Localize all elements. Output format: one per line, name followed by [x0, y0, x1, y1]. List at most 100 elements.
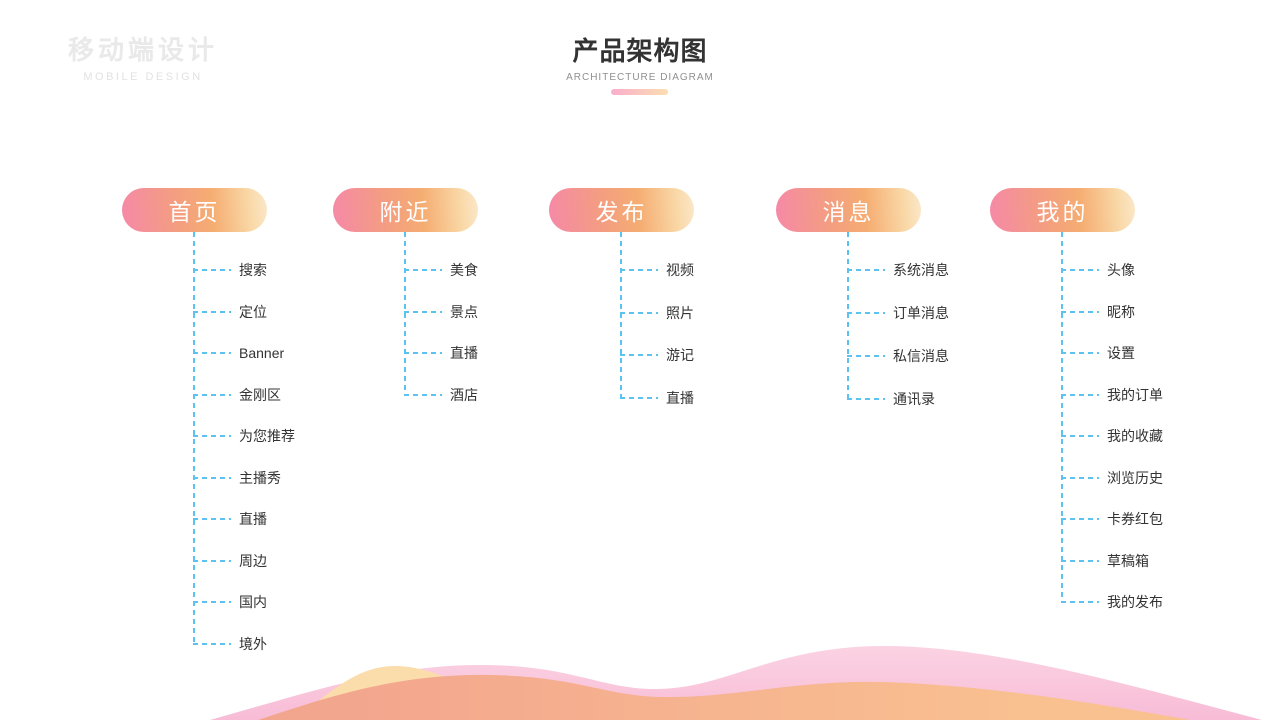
- tree-item-label: 浏览历史: [1107, 469, 1163, 486]
- wave-pink: [210, 645, 1262, 720]
- tree-connector-branch: [1061, 269, 1099, 271]
- tree-connector-branch: [1061, 310, 1099, 313]
- tree-item: 境外: [193, 634, 267, 654]
- tree-connector-branch: [193, 601, 231, 603]
- category-pill-label: 发布: [595, 199, 648, 225]
- category-column-1: 首页搜索定位 Banner 金刚区为您推荐主播秀直播周边国内境外: [122, 188, 352, 652]
- category-pill: 我的: [990, 188, 1135, 232]
- tree-item: Banner: [193, 345, 284, 361]
- tree-item-label: 境外: [239, 635, 267, 652]
- tree-item: 卡券红包: [1061, 509, 1163, 529]
- category-column-5: 我的 头像 昵称 设置 我的订单 我的收藏 浏览历史 卡券红包 草稿箱 我的发布: [990, 188, 1220, 610]
- tree-item: 私信消息: [847, 346, 949, 366]
- tree-connector-branch: [404, 393, 442, 396]
- tree-item: 昵称: [1061, 302, 1135, 322]
- tree-connector-branch: [193, 269, 231, 271]
- tree-item: 草稿箱: [1061, 551, 1149, 571]
- tree-connector-vertical: [847, 232, 849, 400]
- tree-connector-branch: [404, 352, 442, 354]
- tree-connector-branch: [193, 518, 231, 520]
- tree-item-label: 卡券红包: [1107, 511, 1163, 527]
- tree-item: 国内: [193, 592, 267, 612]
- tree-item: 搜索: [193, 260, 267, 280]
- tree-connector-branch: [1061, 352, 1099, 354]
- tree-item: 我的收藏: [1061, 426, 1163, 446]
- tree-item-label: 我的发布: [1107, 594, 1163, 610]
- tree-item-label: 为您推荐: [239, 428, 295, 444]
- tree-item-label: 游记: [666, 347, 694, 364]
- tree-item-label: 金刚区: [239, 386, 281, 403]
- tree-connector-branch: [847, 269, 885, 271]
- tree-connector-vertical: [1061, 232, 1063, 603]
- tree-item-label: 美食: [450, 262, 478, 278]
- tree-item-label: 我的订单: [1107, 386, 1163, 403]
- tree-item: 订单消息: [847, 303, 949, 323]
- tree-item-label: 订单消息: [893, 305, 949, 321]
- category-pill-label: 首页: [168, 199, 221, 225]
- tree-connector-branch: [1061, 559, 1099, 562]
- tree-item-label: 直播: [239, 511, 267, 527]
- tree-item-label: 酒店: [450, 386, 478, 403]
- tree-item-label: 景点: [450, 303, 478, 320]
- category-column-2: 附近美食景点直播酒店: [333, 188, 563, 403]
- tree-item-label: 视频: [666, 262, 694, 278]
- tree-item: 周边: [193, 551, 267, 571]
- category-pill: 消息: [776, 188, 921, 232]
- tree-connector-branch: [1061, 518, 1099, 520]
- tree-connector-branch: [620, 311, 658, 314]
- category-pill: 发布: [549, 188, 694, 232]
- tree-connector-branch: [620, 354, 658, 357]
- tree-connector-branch: [847, 312, 885, 314]
- tree-item: 美食: [404, 260, 478, 280]
- tree-item-label: 通讯录: [893, 391, 935, 407]
- tree-item-label: 系统消息: [893, 262, 949, 278]
- tree-connector-branch: [193, 352, 231, 354]
- bottom-wave-decoration: [210, 645, 1262, 720]
- title-underline-bar: [611, 89, 669, 95]
- wave-cream: [295, 665, 545, 720]
- tree-item-label: 定位: [239, 303, 267, 320]
- tree-item-label: 我的收藏: [1107, 428, 1163, 444]
- tree-item-label: 直播: [666, 390, 694, 407]
- tree-item-label: Banner: [239, 345, 285, 361]
- tree-item: 金刚区: [193, 385, 281, 405]
- tree-item-label: 主播秀: [239, 469, 281, 486]
- tree-connector-branch: [620, 269, 658, 271]
- category-pill: 附近: [333, 188, 478, 232]
- tree-connector-branch: [193, 310, 231, 313]
- tree-item: 直播: [193, 509, 267, 529]
- tree-item: 游记: [620, 345, 694, 365]
- tree-item: 为您推荐: [193, 426, 295, 446]
- tree-item-label: 周边: [239, 552, 267, 569]
- tree-item: 景点: [404, 302, 478, 322]
- tree-item: 定位: [193, 302, 267, 322]
- watermark: 移动端设计 MOBILE DESIGN: [68, 30, 218, 83]
- page-subtitle: ARCHITECTURE DIAGRAM: [566, 72, 714, 83]
- tree-connector-branch: [1061, 476, 1099, 479]
- tree-item: 头像: [1061, 260, 1135, 280]
- tree-item: 通讯录: [847, 389, 935, 409]
- tree-connector-branch: [193, 476, 231, 479]
- tree-connector-branch: [404, 310, 442, 313]
- category-pill-label: 消息: [822, 199, 875, 225]
- tree-item: 直播: [404, 343, 478, 363]
- tree-item-label: 草稿箱: [1107, 552, 1149, 569]
- category-pill-label: 附近: [379, 199, 432, 225]
- tree-item: 我的订单: [1061, 385, 1163, 405]
- category-pill: 首页: [122, 188, 267, 232]
- tree-connector-branch: [1061, 393, 1099, 396]
- tree-item-label: 头像: [1107, 262, 1135, 278]
- tree-connector-branch: [1061, 601, 1099, 603]
- page-title: 产品架构图: [572, 36, 708, 66]
- tree-item: 主播秀: [193, 468, 281, 488]
- tree-item: 照片: [620, 303, 694, 323]
- tree-item: 视频: [620, 260, 694, 280]
- category-pill-label: 我的: [1036, 199, 1089, 225]
- tree-item-label: 直播: [450, 345, 478, 361]
- tree-connector-vertical: [193, 232, 195, 645]
- tree-item: 浏览历史: [1061, 468, 1163, 488]
- wave-orange: [258, 674, 1190, 720]
- tree-connector-branch: [847, 355, 885, 357]
- tree-connector-branch: [404, 269, 442, 271]
- tree-item-label: 国内: [239, 594, 267, 610]
